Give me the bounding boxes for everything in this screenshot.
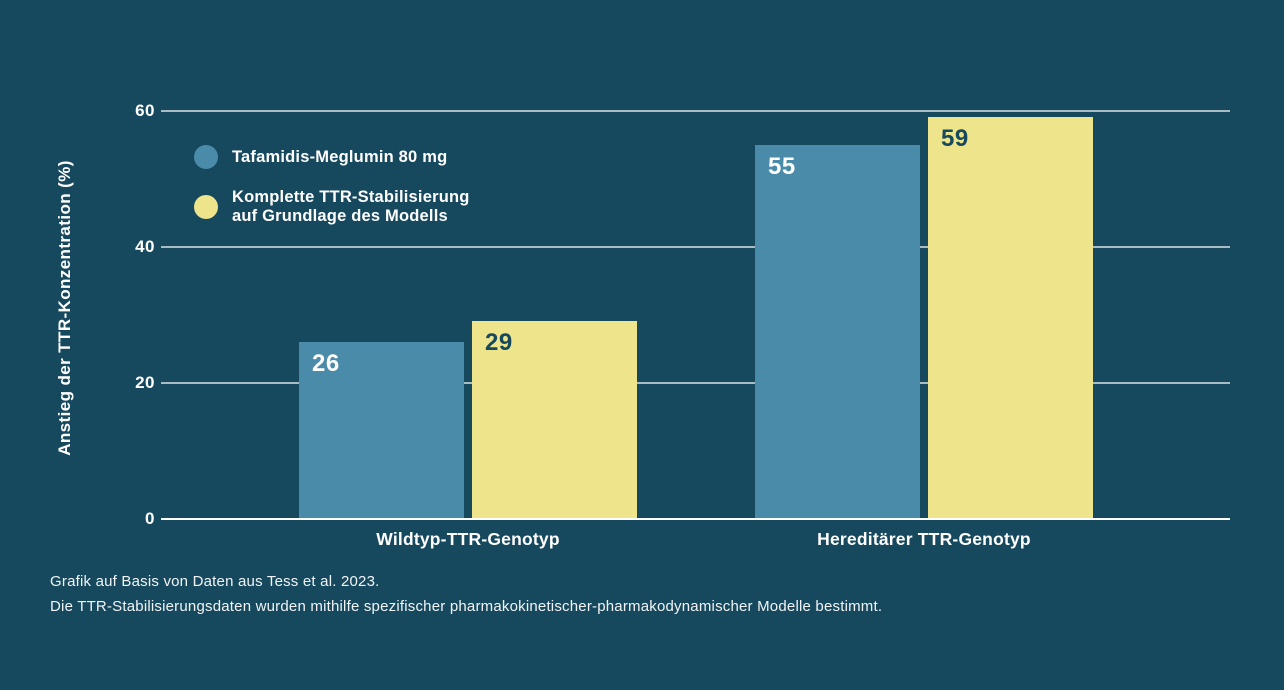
gridline-40 <box>161 245 1230 248</box>
y-tick-label-60: 60 <box>135 100 155 120</box>
bar-group0-series0: 26 <box>299 341 464 519</box>
legend-label-line-1: Komplette TTR-Stabilisierung <box>232 188 470 206</box>
footnote-method: Die TTR-Stabilisierungsdaten wurden mith… <box>50 598 883 615</box>
y-tick-label-40: 40 <box>135 236 155 256</box>
bar-value-label: 29 <box>485 329 513 357</box>
footnotes: Grafik auf Basis von Daten aus Tess et a… <box>50 569 882 619</box>
legend-item-tafamidis: Tafamidis-Meglumin 80 mg <box>194 145 470 169</box>
bar-group1-series1: 59 <box>928 117 1093 519</box>
legend-item-label: Tafamidis-Meglumin 80 mg <box>232 147 448 166</box>
y-tick-label-0: 0 <box>145 508 155 528</box>
bar-value-label: 59 <box>941 125 969 153</box>
gridline-60 <box>161 109 1230 112</box>
y-tick-label-20: 20 <box>135 372 155 392</box>
legend-item-label: Komplette TTR-Stabilisierung auf Grundla… <box>232 188 470 225</box>
x-axis-label-group0: Wildtyp-TTR-Genotyp <box>376 529 560 549</box>
bar-group1-series0: 55 <box>755 144 920 519</box>
x-axis-line <box>161 517 1230 520</box>
x-axis-label-group1: Hereditärer TTR-Genotyp <box>817 529 1031 549</box>
footnote-source: Grafik auf Basis von Daten aus Tess et a… <box>50 573 380 590</box>
bar-group0-series1: 29 <box>472 321 637 519</box>
bar-value-label: 55 <box>768 152 796 180</box>
gridline-20 <box>161 381 1230 384</box>
legend: Tafamidis-Meglumin 80 mg Komplette TTR-S… <box>194 145 470 244</box>
bar-value-label: 26 <box>312 349 340 377</box>
legend-swatch-blue-icon <box>194 145 218 169</box>
legend-swatch-yellow-icon <box>194 194 218 219</box>
y-axis-title: Anstieg der TTR-Konzentration (%) <box>55 160 74 456</box>
legend-item-ttr-stabilisierung: Komplette TTR-Stabilisierung auf Grundla… <box>194 188 470 225</box>
legend-label-line-2: auf Grundlage des Modells <box>232 206 448 225</box>
